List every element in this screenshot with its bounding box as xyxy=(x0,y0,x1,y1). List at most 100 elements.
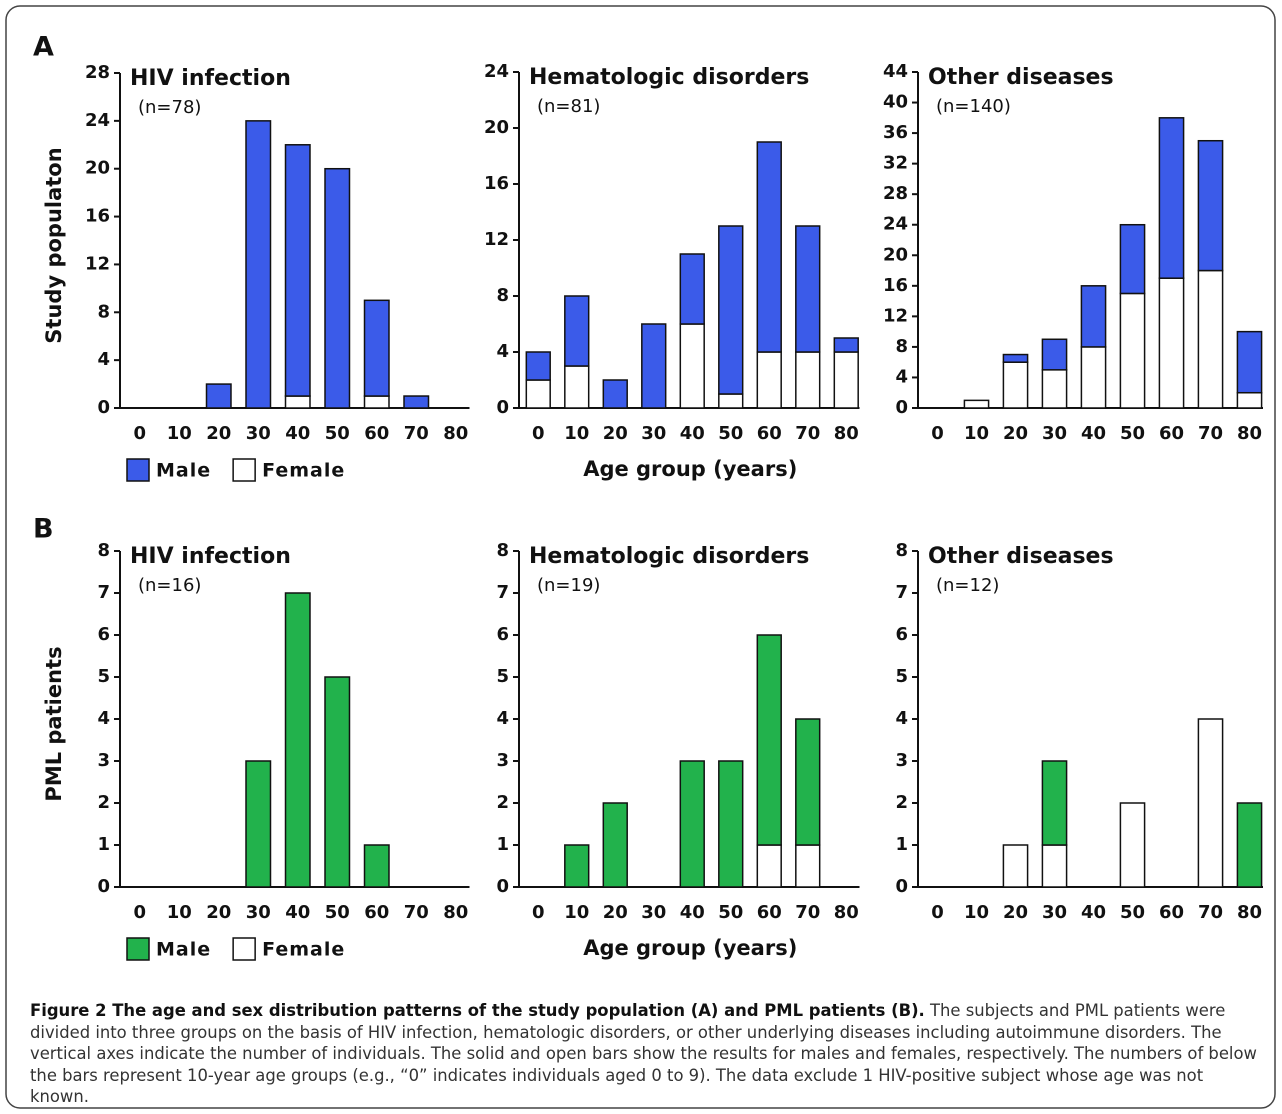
x-tick-label: 10 xyxy=(167,423,192,444)
x-tick-label: 10 xyxy=(964,423,989,444)
x-axis-label: Age group (years) xyxy=(583,936,797,960)
bar-segment xyxy=(363,844,390,888)
bar-segment xyxy=(1002,353,1029,363)
bar-segment xyxy=(564,295,590,367)
legend-label: Male xyxy=(156,939,211,961)
bar-segment xyxy=(564,844,590,888)
bar-segment xyxy=(963,399,990,409)
y-tick-label: 6 xyxy=(895,624,908,645)
bar-segment xyxy=(833,337,859,353)
legend-swatch xyxy=(126,937,150,961)
chart-title: HIV infection xyxy=(130,66,291,91)
legend-label: Female xyxy=(262,939,345,961)
x-tick-label: 20 xyxy=(1003,902,1028,923)
y-tick-label: 8 xyxy=(97,540,110,561)
y-tick-label: 0 xyxy=(496,397,509,418)
bar-segment xyxy=(1041,760,1068,846)
panel-label: A xyxy=(33,32,54,63)
x-tick-label: 40 xyxy=(680,902,705,923)
y-tick-label: 32 xyxy=(883,153,908,174)
x-tick-label: 80 xyxy=(443,423,468,444)
bar-segment xyxy=(525,351,551,381)
x-tick-label: 20 xyxy=(206,423,231,444)
y-tick-label: 2 xyxy=(496,792,509,813)
bar-segment xyxy=(284,592,311,888)
y-tick-label: 8 xyxy=(895,336,908,357)
x-tick-label: 70 xyxy=(1198,423,1223,444)
x-tick-label: 80 xyxy=(834,902,859,923)
y-tick-label: 16 xyxy=(85,206,110,227)
x-tick-label: 40 xyxy=(1081,902,1106,923)
y-tick-label: 20 xyxy=(883,244,908,265)
chart-subtitle: (n=19) xyxy=(537,575,600,596)
x-tick-label: 40 xyxy=(285,902,310,923)
y-tick-label: 4 xyxy=(97,708,110,729)
legend-swatch xyxy=(232,937,256,961)
y-tick-label: 12 xyxy=(85,253,110,274)
y-axis-label: Study populaton xyxy=(42,147,66,343)
bar-segment xyxy=(1119,802,1146,888)
x-tick-label: 60 xyxy=(1159,902,1184,923)
x-tick-label: 30 xyxy=(246,423,271,444)
y-tick-label: 2 xyxy=(97,792,110,813)
bar-segment xyxy=(756,351,782,409)
bar-segment xyxy=(205,383,232,409)
x-tick-label: 50 xyxy=(325,902,350,923)
bar-segment xyxy=(284,395,311,409)
x-tick-label: 60 xyxy=(364,423,389,444)
bar-segment xyxy=(1041,844,1068,888)
bar-segment xyxy=(1158,117,1185,279)
bar-segment xyxy=(1197,139,1224,272)
x-tick-label: 60 xyxy=(364,902,389,923)
bar-segment xyxy=(718,760,744,888)
x-tick-label: 30 xyxy=(641,902,666,923)
panel-label: B xyxy=(33,514,54,545)
bar-segment xyxy=(795,225,821,353)
y-tick-label: 4 xyxy=(895,708,908,729)
x-tick-label: 20 xyxy=(603,423,628,444)
y-tick-label: 44 xyxy=(883,61,908,82)
y-tick-label: 6 xyxy=(97,624,110,645)
y-tick-label: 5 xyxy=(97,666,110,687)
legend-swatch xyxy=(126,458,150,482)
bar-segment xyxy=(795,718,821,846)
chart-subtitle: (n=16) xyxy=(138,575,201,596)
x-tick-label: 60 xyxy=(757,423,782,444)
bar-segment xyxy=(1080,346,1107,409)
y-tick-label: 4 xyxy=(97,349,110,370)
legend-label: Male xyxy=(156,460,211,482)
y-tick-label: 8 xyxy=(496,540,509,561)
y-tick-label: 0 xyxy=(895,876,908,897)
y-tick-label: 5 xyxy=(895,666,908,687)
y-tick-label: 36 xyxy=(883,122,908,143)
chart-title: Hematologic disorders xyxy=(529,544,809,569)
chart-subtitle: (n=81) xyxy=(537,96,600,117)
y-tick-label: 4 xyxy=(496,708,509,729)
caption-text: The subjects and PML patients were divid… xyxy=(30,1001,1257,1107)
y-tick-label: 3 xyxy=(97,750,110,771)
x-tick-label: 10 xyxy=(167,902,192,923)
chart-subtitle: (n=78) xyxy=(138,97,201,118)
x-tick-label: 20 xyxy=(1003,423,1028,444)
bar-segment xyxy=(324,167,351,409)
y-tick-label: 0 xyxy=(496,876,509,897)
bar-segment xyxy=(756,141,782,353)
x-tick-label: 30 xyxy=(1042,423,1067,444)
chart-subtitle: (n=140) xyxy=(936,96,1011,117)
x-axis-label: Age group (years) xyxy=(583,457,797,481)
x-tick-label: 0 xyxy=(931,902,944,923)
border xyxy=(5,5,1276,1109)
y-tick-label: 20 xyxy=(85,158,110,179)
x-tick-label: 60 xyxy=(1159,423,1184,444)
x-tick-label: 40 xyxy=(680,423,705,444)
x-tick-label: 70 xyxy=(404,902,429,923)
y-tick-label: 4 xyxy=(496,341,509,362)
bar-segment xyxy=(564,365,590,409)
bar-segment xyxy=(403,395,430,409)
x-tick-label: 10 xyxy=(564,902,589,923)
y-tick-label: 28 xyxy=(883,183,908,204)
legend-swatch xyxy=(232,458,256,482)
y-tick-label: 7 xyxy=(895,582,908,603)
x-tick-label: 30 xyxy=(246,902,271,923)
